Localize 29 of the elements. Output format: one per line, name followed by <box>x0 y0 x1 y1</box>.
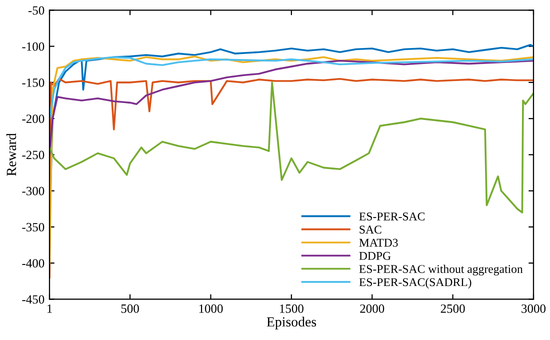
legend-label: MATD3 <box>359 238 398 247</box>
x-tick-label: 2000 <box>360 304 384 313</box>
y-tick-label: -450 <box>22 295 44 304</box>
legend-label: DDPG <box>359 252 391 260</box>
y-tick-label: -200 <box>22 114 44 124</box>
y-tick-label: -250 <box>22 150 44 160</box>
y-tick-label: -50 <box>28 6 44 15</box>
legend-label: SAC <box>360 226 382 234</box>
line-series <box>50 56 534 264</box>
legend-label: ES-PER-SAC <box>359 212 425 220</box>
y-tick-label: -400 <box>22 259 44 268</box>
y-tick-label: -300 <box>22 186 44 196</box>
line-series <box>50 82 534 214</box>
y-tick-label: -150 <box>22 78 44 87</box>
x-tick-label: 500 <box>121 304 139 313</box>
x-tick-label: 1500 <box>280 304 304 313</box>
x-tick-label: 1 <box>47 304 52 313</box>
line-series <box>50 56 534 120</box>
line-series <box>50 60 534 156</box>
legend-label: ES-PER-SAC without aggregation <box>359 264 523 276</box>
line-series <box>50 78 534 278</box>
x-axis-title: Episodes <box>266 316 316 330</box>
x-tick-label: 1000 <box>199 304 223 313</box>
y-tick-label: -350 <box>22 222 44 232</box>
y-axis-title: Reward <box>6 133 16 176</box>
legend-label: ES-PER-SAC(SADRL) <box>359 278 472 289</box>
x-tick-label: 3000 <box>522 304 546 313</box>
x-tick-label: 2500 <box>440 304 465 313</box>
y-tick-label: -100 <box>22 42 44 51</box>
